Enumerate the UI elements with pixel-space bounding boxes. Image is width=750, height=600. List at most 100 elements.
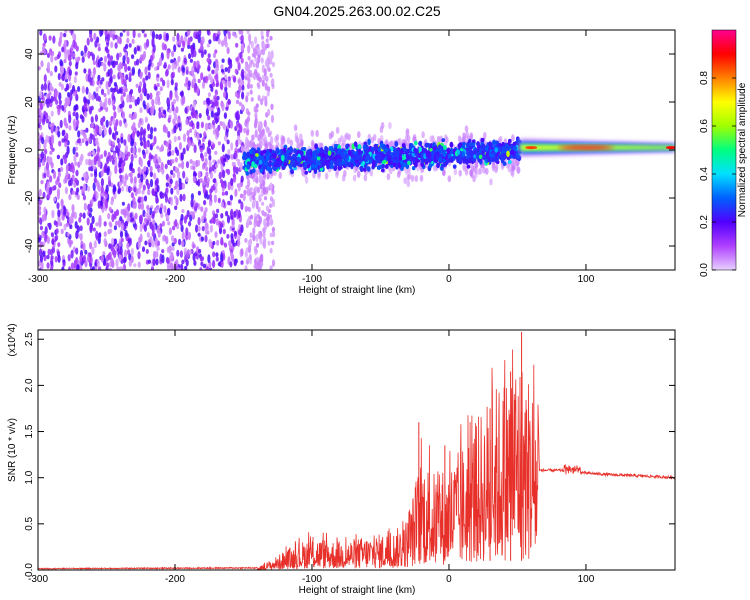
noise-dot [148, 242, 152, 248]
noise-dot [199, 45, 204, 51]
noise-dot [41, 230, 45, 239]
noise-dot [42, 100, 46, 107]
noise-dot [65, 222, 69, 227]
noise-dot [57, 130, 61, 138]
noise-dot [112, 74, 116, 80]
noise-dot [137, 33, 141, 38]
noise-dot [49, 70, 53, 77]
noise-dot [134, 154, 138, 159]
noise-dot [151, 240, 155, 248]
noise-dot [114, 244, 118, 250]
noise-dot [174, 205, 178, 210]
noise-dot [145, 249, 149, 254]
noise-dot [252, 194, 256, 201]
band-dot [367, 138, 371, 145]
noise-dot [212, 52, 217, 59]
noise-dot [133, 176, 137, 184]
noise-dot [222, 228, 226, 235]
noise-dot [247, 178, 251, 188]
noise-dot [145, 149, 149, 155]
noise-dot [122, 152, 126, 160]
noise-dot [149, 133, 153, 140]
noise-dot [108, 139, 112, 146]
noise-dot [124, 87, 128, 93]
noise-dot [193, 260, 197, 266]
noise-dot [75, 111, 79, 121]
noise-dot [105, 184, 109, 194]
noise-dot [118, 52, 122, 58]
noise-dot [207, 97, 211, 106]
noise-dot [238, 30, 242, 35]
noise-dot [85, 171, 89, 179]
halo-dot [299, 133, 303, 141]
noise-dot [206, 146, 210, 154]
noise-dot [76, 225, 80, 233]
noise-dot [117, 218, 121, 228]
noise-dot [151, 30, 156, 40]
noise-dot [120, 73, 124, 82]
noise-dot [173, 44, 177, 53]
noise-dot [205, 183, 210, 188]
noise-dot [40, 60, 44, 68]
noise-dot [204, 221, 208, 230]
noise-dot [51, 186, 55, 191]
noise-dot [128, 43, 132, 48]
noise-dot [138, 85, 142, 94]
noise-dot [161, 249, 165, 254]
noise-dot [185, 176, 189, 183]
noise-dot [79, 212, 83, 218]
noise-dot [127, 66, 131, 71]
noise-dot [246, 218, 250, 223]
noise-dot [167, 221, 171, 226]
noise-dot [208, 238, 212, 245]
noise-dot [38, 142, 41, 151]
noise-dot [170, 262, 174, 270]
noise-dot [174, 82, 178, 87]
noise-dot [54, 56, 58, 61]
noise-dot [180, 267, 184, 270]
band-dot [484, 146, 489, 152]
noise-dot [192, 73, 196, 79]
halo-dot [390, 140, 394, 148]
noise-dot [40, 83, 45, 92]
band-dot [473, 153, 477, 159]
noise-dot [98, 232, 102, 239]
noise-dot [46, 262, 50, 269]
noise-dot [118, 240, 122, 247]
noise-dot [94, 171, 98, 178]
noise-dot [240, 175, 244, 183]
noise-dot [238, 126, 242, 132]
noise-dot [95, 230, 99, 240]
noise-dot [241, 84, 245, 91]
noise-dot [146, 93, 150, 101]
noise-dot [177, 135, 181, 141]
noise-dot [100, 185, 104, 195]
noise-dot [95, 222, 99, 227]
noise-dot [268, 214, 273, 219]
noise-dot [143, 82, 147, 89]
noise-dot [139, 54, 144, 62]
noise-dot [252, 234, 256, 242]
band-dot [337, 148, 342, 154]
noise-dot [160, 161, 164, 170]
noise-dot [155, 197, 159, 204]
noise-dot [250, 97, 254, 102]
noise-dot [113, 249, 117, 259]
noise-dot [153, 127, 157, 132]
noise-dot [262, 239, 266, 247]
noise-dot [253, 123, 258, 129]
noise-dot [123, 210, 127, 219]
halo-dot [405, 129, 410, 137]
noise-dot [166, 215, 170, 220]
noise-dot [241, 91, 245, 100]
noise-dot [183, 247, 187, 256]
noise-dot [181, 259, 185, 265]
noise-dot [208, 267, 213, 270]
noise-dot [116, 36, 120, 44]
noise-dot [214, 49, 218, 54]
noise-dot [264, 82, 268, 91]
noise-dot [126, 30, 130, 37]
noise-dot [155, 250, 159, 258]
noise-dot [264, 99, 268, 107]
noise-dot [182, 170, 186, 179]
